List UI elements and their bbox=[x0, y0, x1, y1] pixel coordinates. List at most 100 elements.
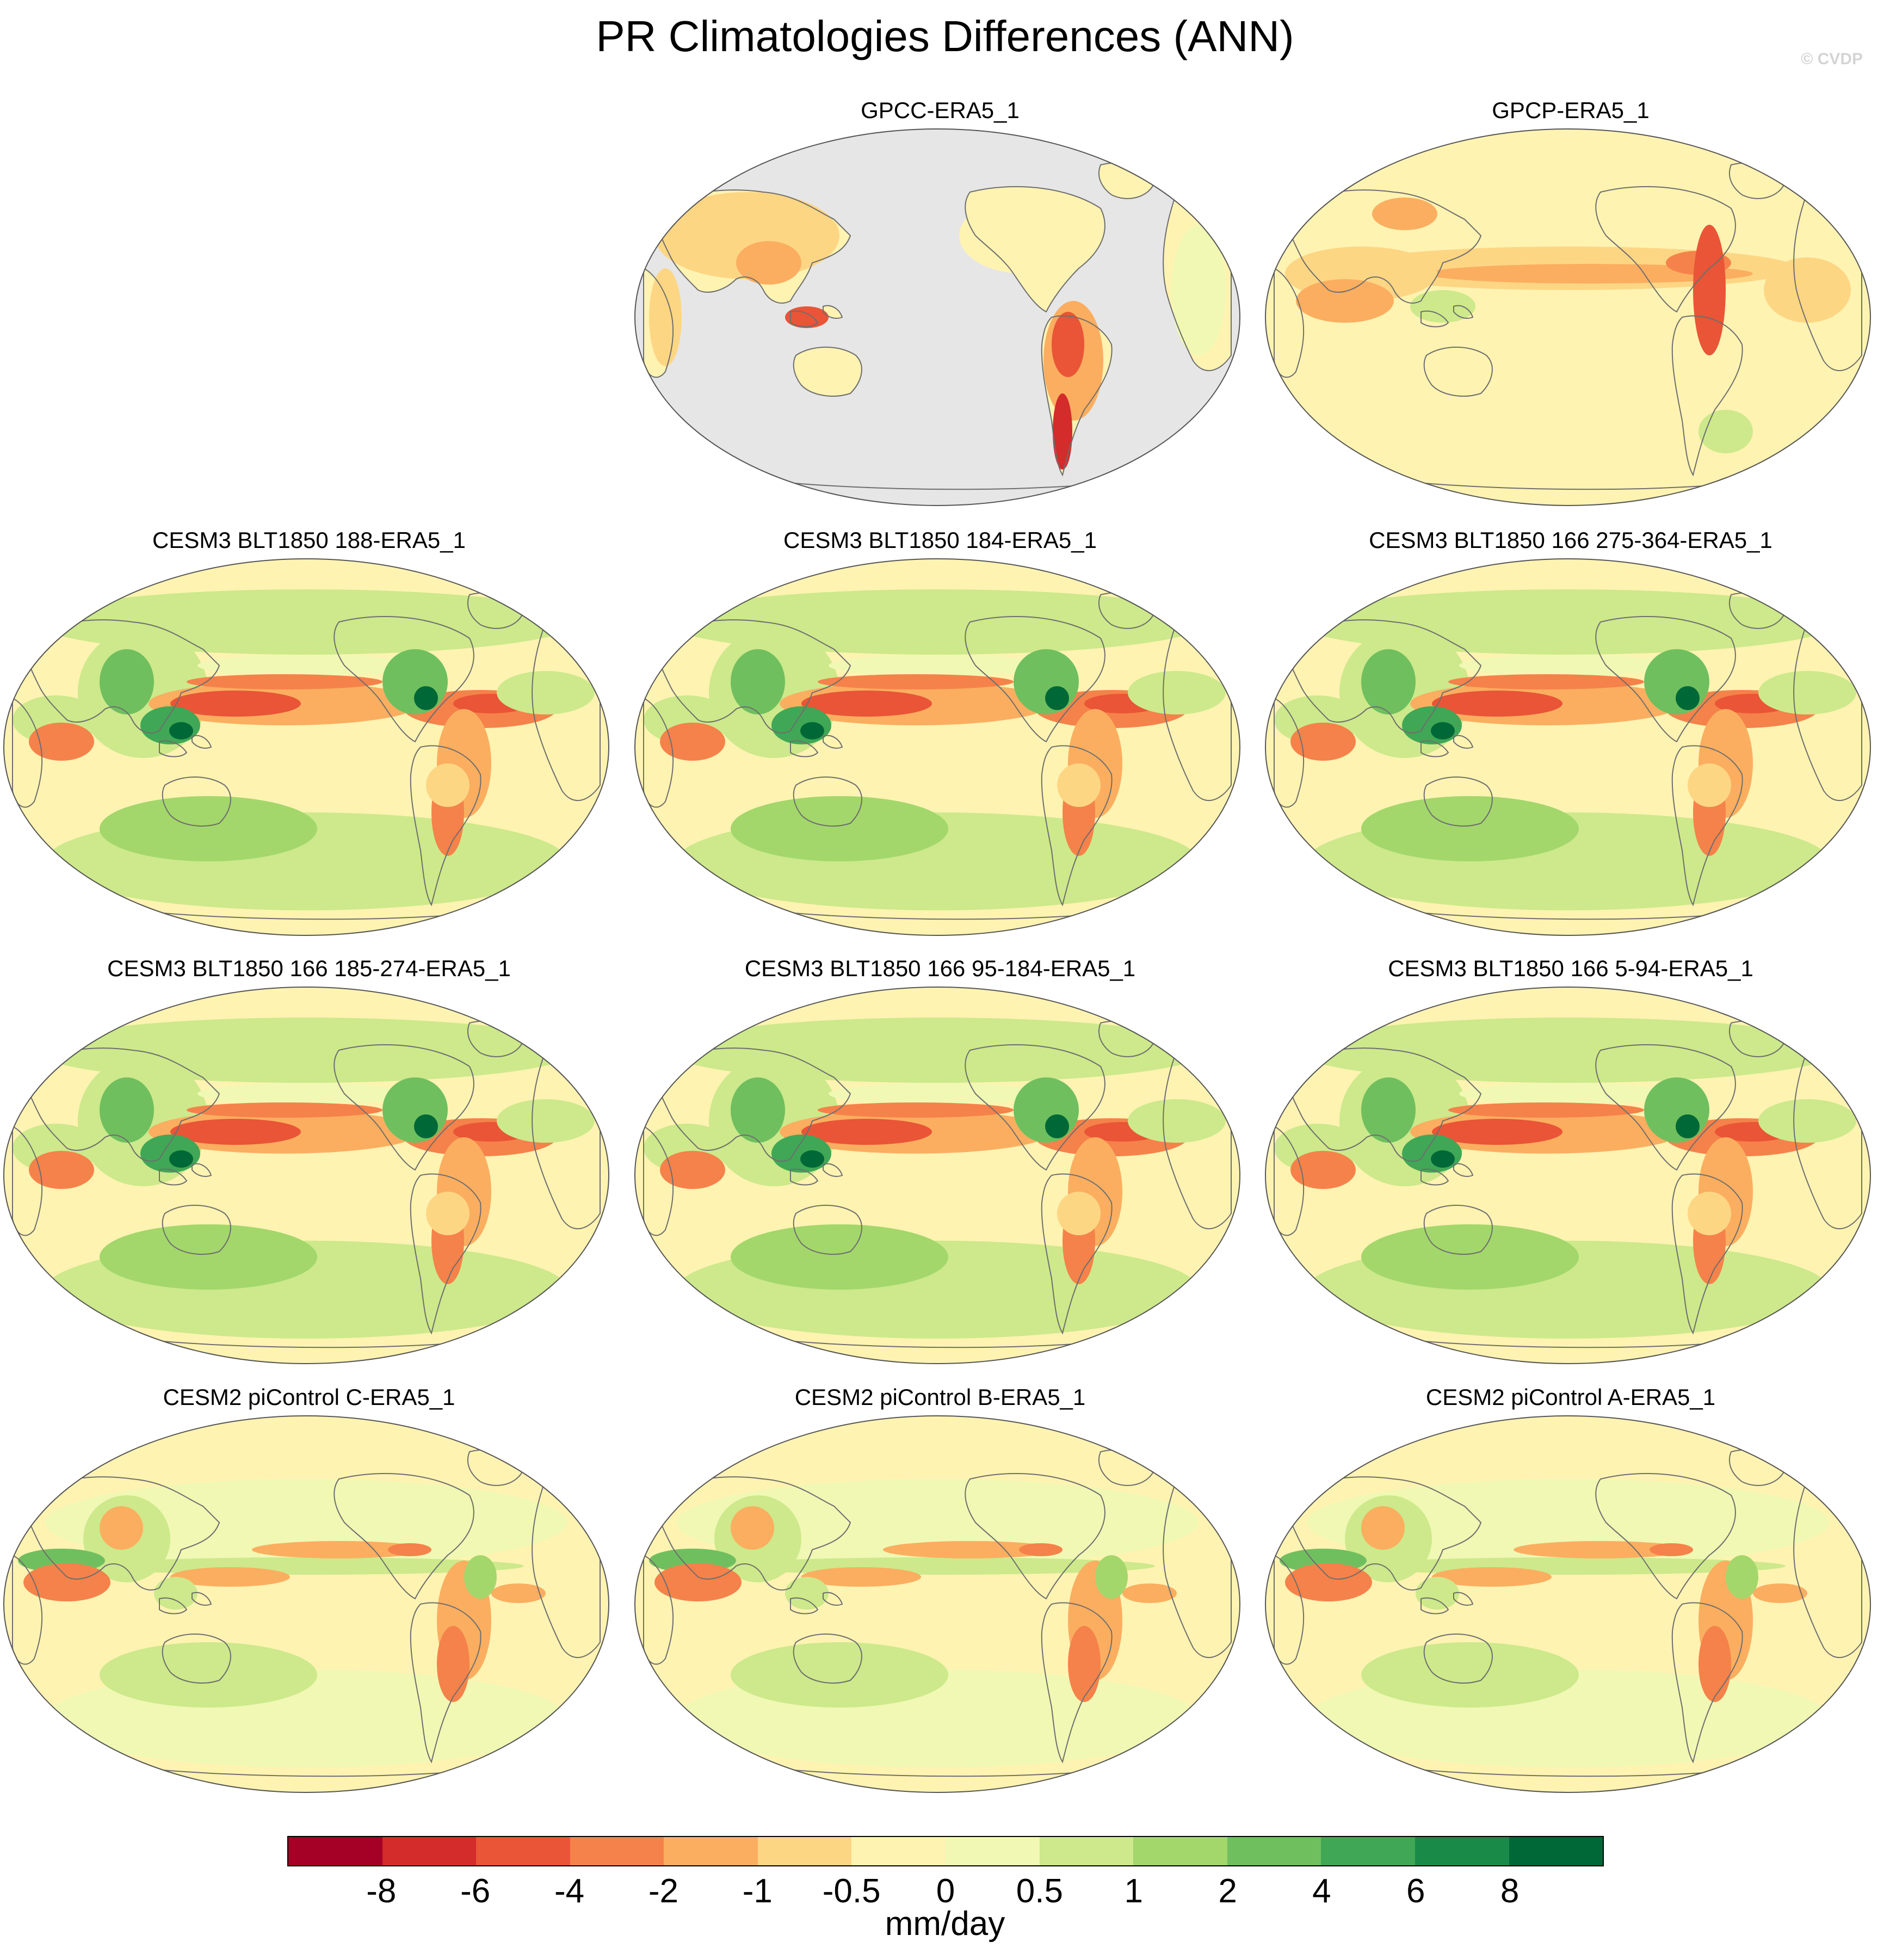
precip-anomaly-region bbox=[23, 1563, 110, 1601]
panel-title: GPCP-ERA5_1 bbox=[1492, 97, 1650, 123]
map-plot bbox=[634, 987, 1240, 1364]
precip-anomaly-region bbox=[1459, 1083, 1677, 1105]
colorbar bbox=[287, 1836, 1604, 1866]
precip-anomaly-region bbox=[731, 649, 785, 714]
precip-anomaly-region bbox=[1052, 312, 1084, 377]
coastline bbox=[1423, 1205, 1493, 1255]
coastline bbox=[159, 740, 188, 757]
colorbar-tick-label: -8 bbox=[366, 1872, 397, 1910]
map-border bbox=[1265, 128, 1871, 506]
coastline bbox=[192, 1163, 212, 1177]
coastline bbox=[192, 735, 212, 749]
precip-anomaly-region bbox=[45, 1479, 567, 1566]
precip-anomaly-region bbox=[736, 241, 801, 285]
coastline bbox=[1595, 616, 1736, 743]
coastline bbox=[410, 1173, 481, 1335]
coastline bbox=[1274, 1554, 1305, 1665]
coastline bbox=[643, 267, 674, 378]
panel-title: CESM3 BLT1850 166 185-274-ERA5_1 bbox=[107, 956, 511, 981]
colorbar-tick-label: -4 bbox=[554, 1872, 585, 1910]
precip-anomaly-region bbox=[1644, 1077, 1709, 1143]
map-border bbox=[634, 987, 1240, 1364]
map-plot bbox=[1265, 987, 1871, 1364]
precip-anomaly-region bbox=[649, 268, 682, 366]
coastline bbox=[790, 310, 819, 328]
panel-title: CESM3 BLT1850 166 95-184-ERA5_1 bbox=[744, 956, 1136, 981]
precip-anomaly-region bbox=[731, 1224, 948, 1290]
map-plot bbox=[3, 1415, 609, 1793]
coastline bbox=[12, 1554, 43, 1665]
coastline bbox=[1274, 697, 1305, 808]
precip-anomaly-region bbox=[29, 723, 94, 761]
precip-anomaly-region bbox=[100, 1224, 317, 1290]
coastline bbox=[793, 347, 862, 397]
precip-anomaly-region bbox=[1410, 290, 1475, 323]
coastline bbox=[790, 740, 819, 757]
coastline bbox=[1041, 745, 1113, 907]
precip-anomaly-region bbox=[170, 691, 301, 717]
colorbar-box bbox=[1133, 1837, 1227, 1865]
precip-anomaly-region bbox=[731, 1506, 774, 1550]
coastline bbox=[793, 776, 862, 827]
panel-title: CESM3 BLT1850 166 5-94-ERA5_1 bbox=[1388, 956, 1753, 981]
panel-title: CESM2 piControl B-ERA5_1 bbox=[794, 1384, 1086, 1410]
precip-anomaly-region bbox=[829, 1083, 1046, 1105]
coastline bbox=[653, 1476, 851, 1591]
precip-anomaly-region bbox=[140, 706, 200, 744]
coastline bbox=[965, 1044, 1105, 1171]
coastline bbox=[1453, 735, 1474, 749]
panel-title: CESM2 piControl A-ERA5_1 bbox=[1425, 1384, 1716, 1410]
precip-anomaly-region bbox=[140, 1135, 200, 1173]
precip-anomaly-region bbox=[731, 1642, 948, 1708]
precip-anomaly-region bbox=[1128, 671, 1226, 714]
coastline bbox=[1453, 1592, 1474, 1606]
coastline bbox=[1274, 1125, 1305, 1236]
precip-anomaly-region bbox=[800, 1150, 824, 1168]
coastline bbox=[1420, 740, 1449, 757]
precip-anomaly-region bbox=[785, 306, 829, 328]
coastline bbox=[1274, 267, 1305, 378]
precip-anomaly-region bbox=[100, 796, 317, 861]
map-plot bbox=[1265, 558, 1871, 936]
precip-anomaly-region bbox=[660, 1151, 725, 1189]
coastline bbox=[1041, 1173, 1113, 1335]
precip-anomaly-region bbox=[100, 1506, 143, 1550]
panel-title: GPCC-ERA5_1 bbox=[861, 97, 1020, 123]
precip-anomaly-region bbox=[1753, 1583, 1807, 1603]
coastline bbox=[1453, 1163, 1474, 1177]
precip-anomaly-region bbox=[1122, 1583, 1177, 1603]
map-panel: CESM2 piControl C-ERA5_1 bbox=[2, 1382, 616, 1812]
coastline bbox=[162, 1634, 231, 1684]
precip-anomaly-region bbox=[1296, 279, 1394, 323]
precip-anomaly-region bbox=[1758, 671, 1856, 714]
coastline bbox=[1420, 310, 1449, 328]
precip-anomaly-region bbox=[1053, 393, 1072, 470]
colorbar-box bbox=[664, 1837, 758, 1865]
colorbar-box bbox=[757, 1837, 852, 1865]
precip-anomaly-region bbox=[883, 1541, 1057, 1558]
map-panel: CESM2 piControl B-ERA5_1 bbox=[633, 1382, 1247, 1812]
colorbar-box bbox=[382, 1837, 477, 1865]
precip-anomaly-region bbox=[426, 1192, 470, 1235]
cvdp-watermark: © CVDP bbox=[1801, 50, 1863, 68]
precip-anomaly-region bbox=[1693, 225, 1726, 355]
precip-anomaly-region bbox=[1057, 763, 1101, 807]
coastline bbox=[12, 697, 43, 808]
precip-anomaly-region bbox=[1361, 796, 1579, 861]
map-plot bbox=[3, 987, 609, 1364]
coastline bbox=[1595, 186, 1736, 313]
precip-anomaly-region bbox=[1095, 1555, 1128, 1599]
precip-anomaly-region bbox=[1448, 674, 1644, 689]
colorbar-box bbox=[476, 1837, 570, 1865]
coastline bbox=[965, 1473, 1105, 1600]
coastline bbox=[653, 189, 851, 304]
precip-anomaly-region bbox=[1019, 1543, 1063, 1556]
map-border bbox=[634, 558, 1240, 936]
map-panel: CESM3 BLT1850 166 275-364-ERA5_1 bbox=[1263, 525, 1878, 955]
coastline bbox=[1041, 1602, 1113, 1764]
map-panel: CESM3 BLT1850 166 185-274-ERA5_1 bbox=[2, 953, 616, 1383]
coastline bbox=[823, 1163, 843, 1177]
coastline bbox=[1284, 189, 1482, 304]
precip-anomaly-region bbox=[1045, 1114, 1069, 1138]
map-plot bbox=[3, 558, 609, 936]
